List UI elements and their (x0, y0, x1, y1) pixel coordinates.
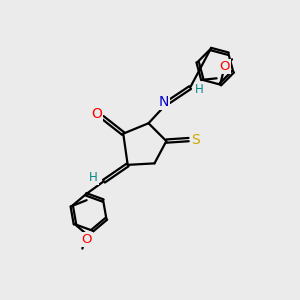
Text: S: S (191, 133, 200, 147)
Text: O: O (82, 233, 92, 246)
Text: H: H (89, 171, 98, 184)
Text: O: O (91, 107, 102, 121)
Text: O: O (219, 60, 230, 73)
Text: N: N (158, 94, 169, 109)
Text: H: H (195, 82, 203, 96)
